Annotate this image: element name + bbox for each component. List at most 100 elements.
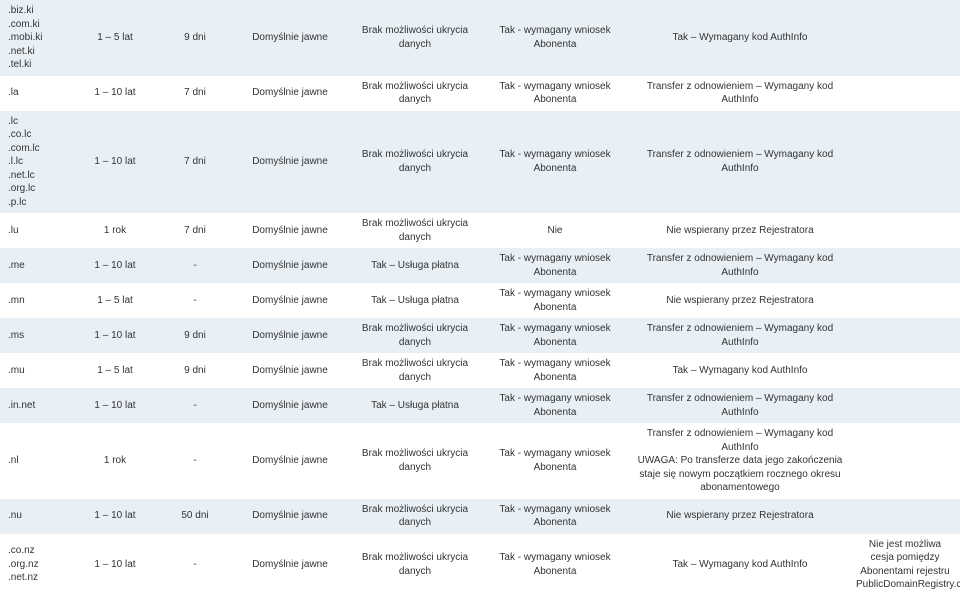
cell-transfer_notes: Transfer z odnowieniem – Wymagany kod Au… (630, 248, 850, 283)
cell-renewal_grace: 9 dni (160, 353, 230, 388)
cell-default_visibility: Domyślnie jawne (230, 248, 350, 283)
cell-transfer_requirement: Tak - wymagany wniosek Abonenta (480, 283, 630, 318)
cell-default_visibility: Domyślnie jawne (230, 111, 350, 214)
table-row: .biz.ki .com.ki .mobi.ki .net.ki .tel.ki… (0, 0, 960, 76)
cell-privacy: Brak możliwości ukrycia danych (350, 111, 480, 214)
table-row: .lu1 rok7 dniDomyślnie jawneBrak możliwo… (0, 213, 960, 248)
cell-transfer_requirement: Tak - wymagany wniosek Abonenta (480, 499, 630, 534)
cell-tld: .co.nz .org.nz .net.nz (0, 534, 70, 596)
table-row: .me1 – 10 lat-Domyślnie jawneTak – Usług… (0, 248, 960, 283)
cell-default_visibility: Domyślnie jawne (230, 534, 350, 596)
cell-tld: .ms (0, 318, 70, 353)
cell-transfer_notes: Nie wspierany przez Rejestratora (630, 213, 850, 248)
cell-period: 1 – 10 lat (70, 499, 160, 534)
cell-renewal_grace: - (160, 388, 230, 423)
cell-extra_notes (850, 248, 960, 283)
cell-transfer_requirement: Tak - wymagany wniosek Abonenta (480, 318, 630, 353)
cell-transfer_notes: Transfer z odnowieniem – Wymagany kod Au… (630, 76, 850, 111)
cell-period: 1 – 10 lat (70, 248, 160, 283)
cell-renewal_grace: - (160, 248, 230, 283)
cell-privacy: Brak możliwości ukrycia danych (350, 0, 480, 76)
cell-tld: .mu (0, 353, 70, 388)
cell-renewal_grace: 7 dni (160, 76, 230, 111)
cell-default_visibility: Domyślnie jawne (230, 213, 350, 248)
cell-period: 1 – 5 lat (70, 0, 160, 76)
cell-period: 1 – 10 lat (70, 111, 160, 214)
cell-renewal_grace: 50 dni (160, 499, 230, 534)
cell-transfer_notes: Tak – Wymagany kod AuthInfo (630, 353, 850, 388)
cell-default_visibility: Domyślnie jawne (230, 388, 350, 423)
cell-renewal_grace: - (160, 423, 230, 499)
cell-tld: .la (0, 76, 70, 111)
cell-default_visibility: Domyślnie jawne (230, 353, 350, 388)
cell-period: 1 – 5 lat (70, 353, 160, 388)
table-row: .ms1 – 10 lat9 dniDomyślnie jawneBrak mo… (0, 318, 960, 353)
cell-privacy: Tak – Usługa płatna (350, 388, 480, 423)
cell-default_visibility: Domyślnie jawne (230, 499, 350, 534)
cell-default_visibility: Domyślnie jawne (230, 0, 350, 76)
cell-transfer_requirement: Tak - wymagany wniosek Abonenta (480, 534, 630, 596)
cell-privacy: Brak możliwości ukrycia danych (350, 353, 480, 388)
cell-tld: .lu (0, 213, 70, 248)
cell-default_visibility: Domyślnie jawne (230, 318, 350, 353)
table-row: .lc .co.lc .com.lc .l.lc .net.lc .org.lc… (0, 111, 960, 214)
cell-renewal_grace: 9 dni (160, 0, 230, 76)
cell-period: 1 rok (70, 213, 160, 248)
cell-period: 1 – 10 lat (70, 534, 160, 596)
cell-default_visibility: Domyślnie jawne (230, 423, 350, 499)
cell-transfer_requirement: Tak - wymagany wniosek Abonenta (480, 248, 630, 283)
cell-tld: .nl (0, 423, 70, 499)
cell-privacy: Brak możliwości ukrycia danych (350, 534, 480, 596)
cell-extra_notes (850, 111, 960, 214)
cell-privacy: Brak możliwości ukrycia danych (350, 423, 480, 499)
cell-transfer_notes: Transfer z odnowieniem – Wymagany kod Au… (630, 388, 850, 423)
cell-renewal_grace: 7 dni (160, 213, 230, 248)
cell-transfer_requirement: Tak - wymagany wniosek Abonenta (480, 111, 630, 214)
cell-renewal_grace: - (160, 283, 230, 318)
cell-extra_notes (850, 0, 960, 76)
cell-extra_notes (850, 388, 960, 423)
cell-transfer_requirement: Nie (480, 213, 630, 248)
table-row: .nu1 – 10 lat50 dniDomyślnie jawneBrak m… (0, 499, 960, 534)
cell-transfer_notes: Nie wspierany przez Rejestratora (630, 499, 850, 534)
cell-transfer_notes: Transfer z odnowieniem – Wymagany kod Au… (630, 111, 850, 214)
cell-transfer_notes: Nie wspierany przez Rejestratora (630, 283, 850, 318)
cell-period: 1 rok (70, 423, 160, 499)
cell-period: 1 – 10 lat (70, 76, 160, 111)
cell-tld: .in.net (0, 388, 70, 423)
cell-tld: .me (0, 248, 70, 283)
cell-transfer_requirement: Tak - wymagany wniosek Abonenta (480, 76, 630, 111)
cell-privacy: Brak możliwości ukrycia danych (350, 213, 480, 248)
table-row: .mu1 – 5 lat9 dniDomyślnie jawneBrak moż… (0, 353, 960, 388)
cell-period: 1 – 10 lat (70, 318, 160, 353)
cell-transfer_notes: Tak – Wymagany kod AuthInfo (630, 534, 850, 596)
cell-extra_notes (850, 499, 960, 534)
cell-renewal_grace: - (160, 534, 230, 596)
cell-transfer_notes: Transfer z odnowieniem – Wymagany kod Au… (630, 423, 850, 499)
cell-extra_notes: Nie jest możliwa cesja pomiędzy Abonenta… (850, 534, 960, 596)
cell-privacy: Tak – Usługa płatna (350, 248, 480, 283)
cell-extra_notes (850, 283, 960, 318)
table-row: .nl1 rok-Domyślnie jawneBrak możliwości … (0, 423, 960, 499)
cell-tld: .nu (0, 499, 70, 534)
cell-transfer_notes: Tak – Wymagany kod AuthInfo (630, 0, 850, 76)
cell-transfer_requirement: Tak - wymagany wniosek Abonenta (480, 0, 630, 76)
cell-extra_notes (850, 318, 960, 353)
cell-period: 1 – 5 lat (70, 283, 160, 318)
cell-transfer_requirement: Tak - wymagany wniosek Abonenta (480, 353, 630, 388)
cell-extra_notes (850, 213, 960, 248)
cell-transfer_notes: Transfer z odnowieniem – Wymagany kod Au… (630, 318, 850, 353)
domains-table: .biz.ki .com.ki .mobi.ki .net.ki .tel.ki… (0, 0, 960, 596)
cell-period: 1 – 10 lat (70, 388, 160, 423)
cell-extra_notes (850, 423, 960, 499)
cell-transfer_requirement: Tak - wymagany wniosek Abonenta (480, 388, 630, 423)
cell-renewal_grace: 7 dni (160, 111, 230, 214)
cell-tld: .biz.ki .com.ki .mobi.ki .net.ki .tel.ki (0, 0, 70, 76)
table-row: .mn1 – 5 lat-Domyślnie jawneTak – Usługa… (0, 283, 960, 318)
cell-privacy: Tak – Usługa płatna (350, 283, 480, 318)
table-row: .la1 – 10 lat7 dniDomyślnie jawneBrak mo… (0, 76, 960, 111)
cell-default_visibility: Domyślnie jawne (230, 76, 350, 111)
cell-privacy: Brak możliwości ukrycia danych (350, 499, 480, 534)
table-row: .co.nz .org.nz .net.nz1 – 10 lat-Domyśln… (0, 534, 960, 596)
cell-extra_notes (850, 76, 960, 111)
